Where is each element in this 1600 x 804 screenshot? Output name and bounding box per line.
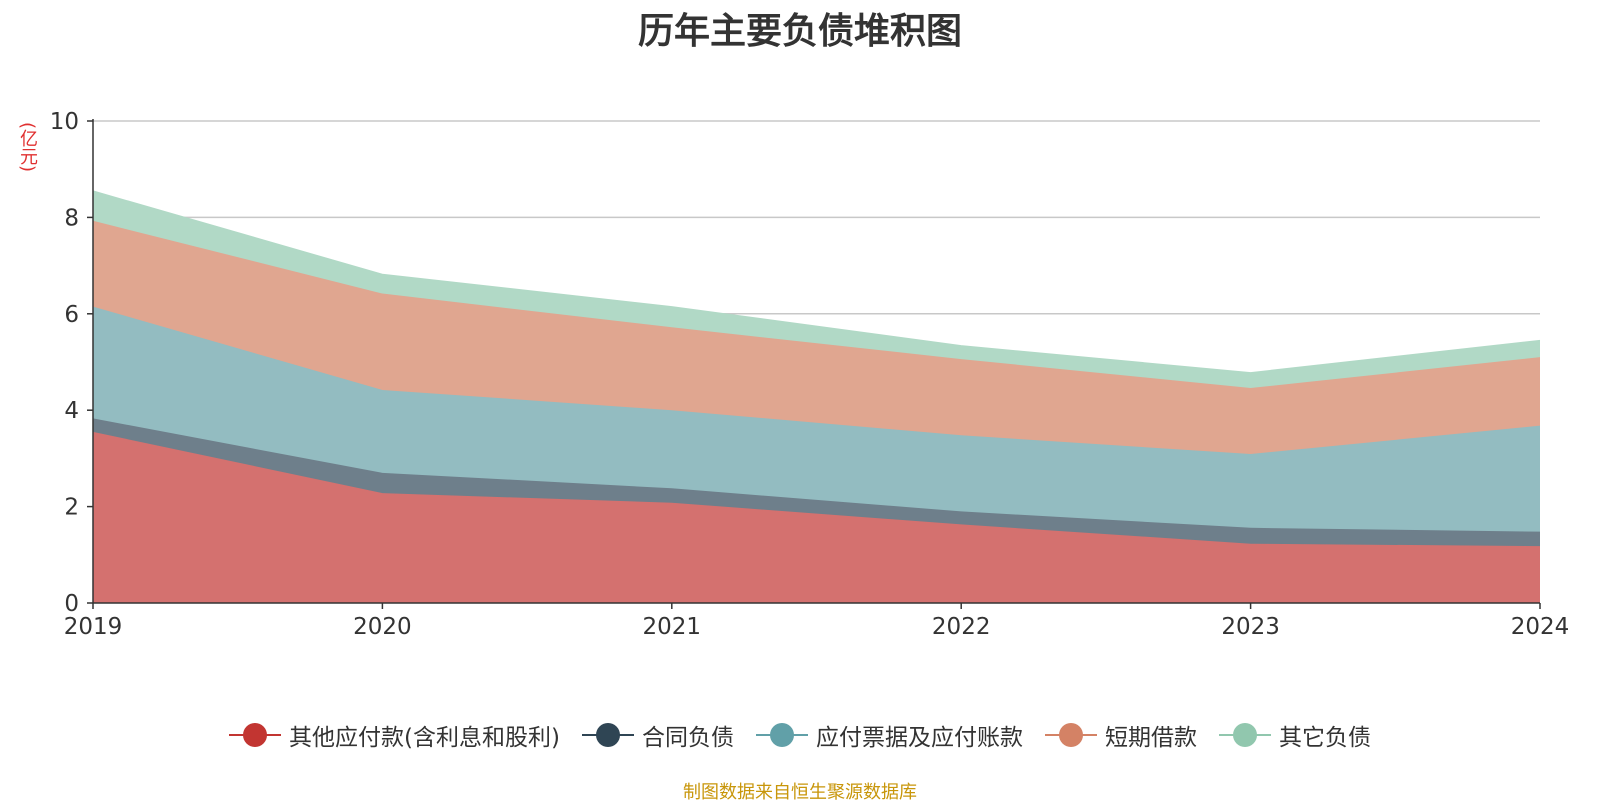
legend-item-series-3[interactable]: 应付票据及应付账款: [755, 718, 1023, 752]
area-series-5: [93, 190, 1540, 389]
area-series-1: [93, 431, 1540, 603]
legend-marker-icon: [581, 722, 634, 748]
legend-marker-icon: [1218, 722, 1271, 748]
x-tick-label: 2020: [353, 614, 412, 640]
legend-marker-icon: [755, 722, 808, 748]
legend-marker-icon: [1044, 722, 1097, 748]
legend-item-series-5[interactable]: 其它负债: [1218, 718, 1371, 752]
legend-label: 应付票据及应付账款: [815, 725, 1023, 751]
legend-marker-icon: [229, 722, 282, 748]
area-series-4: [93, 220, 1540, 455]
area-line-series-5: [92, 190, 1541, 374]
y-tick-label: 8: [64, 205, 79, 231]
chart-title: 历年主要负债堆积图: [637, 11, 962, 52]
stacked-area-chart: 0 2 4 6 8 10 2019 2020 2021 2022 2023 2024: [50, 109, 1570, 640]
y-tick-label: 4: [64, 398, 79, 424]
x-tick-label: 2022: [932, 614, 991, 640]
legend-item-series-4[interactable]: 短期借款: [1044, 718, 1197, 752]
legend-label: 短期借款: [1104, 725, 1197, 751]
legend-item-series-2[interactable]: 合同负债: [581, 718, 734, 752]
y-tick-label: 6: [64, 302, 79, 328]
x-tick-label: 2021: [643, 614, 702, 640]
y-tick-label: 2: [64, 495, 79, 521]
legend-item-series-1[interactable]: 其他应付款(含利息和股利): [229, 718, 560, 752]
y-axis-unit-label: (亿元): [17, 122, 38, 173]
data-source-footer: 制图数据来自恒生聚源数据库: [683, 782, 917, 803]
legend-label: 其他应付款(含利息和股利): [289, 725, 560, 751]
area-series-3: [93, 306, 1540, 532]
legend-label: 合同负债: [641, 725, 734, 751]
legend-label: 其它负债: [1278, 725, 1371, 751]
y-tick-label: 10: [50, 109, 79, 135]
area-series-2: [93, 418, 1540, 547]
y-tick-label: 0: [64, 591, 79, 617]
x-tick-label: 2024: [1511, 614, 1570, 640]
chart-legend: 其他应付款(含利息和股利) 合同负债 应付票据及应付账款 短期借款 其它负债: [0, 718, 1600, 752]
x-tick-label: 2019: [64, 614, 123, 640]
x-tick-label: 2023: [1221, 614, 1280, 640]
